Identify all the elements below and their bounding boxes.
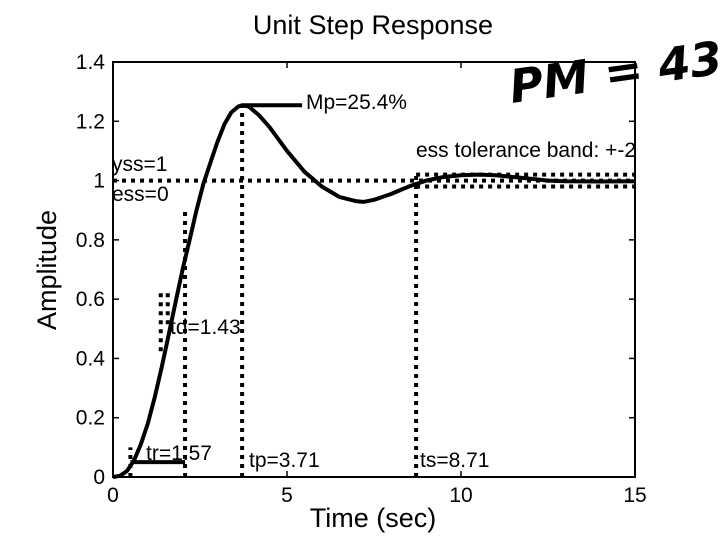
chart-title: Unit Step Response [253,10,493,40]
x-axis-ticks: 0 5 10 15 [107,62,647,507]
y-tick-label: 1.2 [76,110,105,133]
x-tick-label: 15 [623,484,646,507]
y-tick-label: 0.8 [76,229,105,252]
y-tick-label: 0.4 [76,347,106,370]
y-tick-label: 1.4 [76,51,106,74]
x-tick-label: 10 [449,484,472,507]
annotations: Mp=25.4% ess tolerance band: +-2 yss=1 e… [112,91,636,472]
y-axis-ticks: 0 0.2 0.4 0.6 0.8 1 1.2 1.4 [76,51,635,489]
annotation-ts: ts=8.71 [420,449,489,472]
y-tick-label: 0.2 [76,407,105,430]
annotation-tp: tp=3.71 [249,449,320,472]
annotation-mp: Mp=25.4% [306,91,407,114]
annotation-tr: tr=1.57 [146,442,212,465]
annotation-ess-band: ess tolerance band: +-2 [416,139,636,162]
plot-area: 0 5 10 15 0 0.2 0.4 0.6 0.8 1 1.2 1.4 Mp=25.4% ess… [76,51,647,507]
annotation-ess: ess=0 [112,183,169,206]
plot-frame [112,61,636,478]
handwritten-note: PM = 43° [506,27,720,113]
y-tick-label: 0.6 [76,288,105,311]
annotation-yss: yss=1 [112,153,167,176]
series-line [112,103,636,479]
x-tick-label: 5 [281,484,293,507]
x-tick-label: 0 [107,484,119,507]
y-tick-label: 0 [93,466,105,489]
x-axis-label: Time (sec) [310,503,437,533]
y-axis-label: Amplitude [32,210,62,330]
y-tick-label: 1 [93,170,105,193]
annotation-td: td=1.43 [170,316,241,339]
